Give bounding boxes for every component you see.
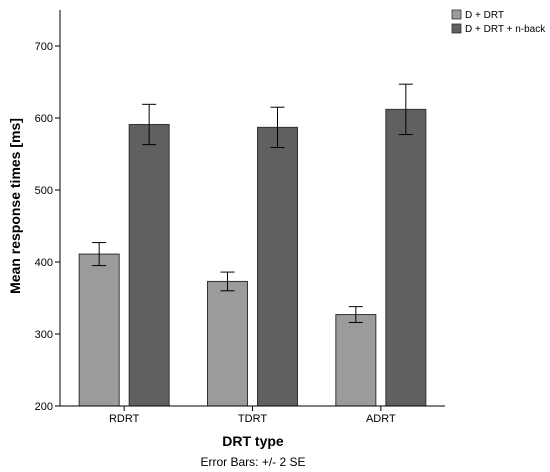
x-tick-label: ADRT bbox=[366, 413, 396, 425]
y-tick-label: 400 bbox=[35, 257, 53, 269]
y-tick-label: 200 bbox=[35, 401, 53, 413]
y-tick-label: 300 bbox=[35, 329, 53, 341]
y-axis-title: Mean response times [ms] bbox=[7, 118, 23, 294]
x-axis-title: DRT type bbox=[222, 433, 284, 449]
ticks-layer: 200 300 400 500 600 700 RDRT TDRT ADRT bbox=[35, 41, 396, 425]
y-tick-label: 500 bbox=[35, 185, 53, 197]
error-bars-footnote: Error Bars: +/- 2 SE bbox=[200, 455, 305, 469]
legend-swatch bbox=[451, 23, 462, 34]
x-tick-label: RDRT bbox=[109, 413, 140, 425]
bar bbox=[385, 108, 427, 407]
legend-label: D + DRT + n-back bbox=[465, 24, 546, 35]
y-tick-label: 700 bbox=[35, 41, 53, 53]
bar bbox=[257, 126, 298, 407]
bar bbox=[335, 314, 377, 407]
y-tick-label: 600 bbox=[35, 113, 53, 125]
legend: D + DRT D + DRT + n-back bbox=[451, 9, 546, 35]
bars-layer bbox=[78, 83, 427, 407]
legend-swatch bbox=[451, 9, 462, 20]
legend-label: D + DRT bbox=[465, 10, 504, 21]
bar bbox=[128, 123, 170, 407]
bar bbox=[78, 253, 120, 407]
x-tick-label: TDRT bbox=[238, 413, 267, 425]
bar bbox=[207, 280, 248, 407]
